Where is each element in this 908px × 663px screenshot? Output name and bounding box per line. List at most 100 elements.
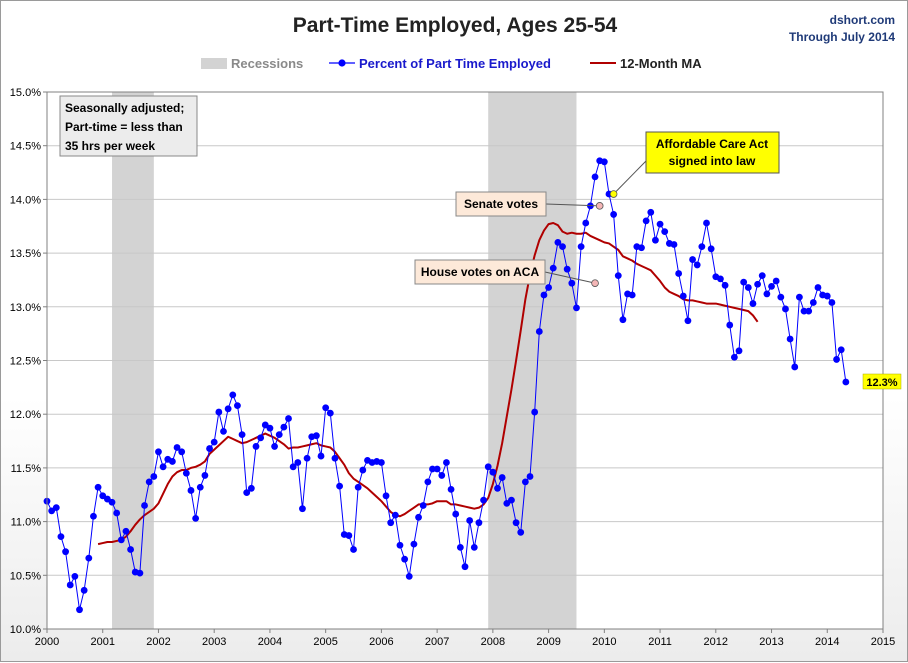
- part-time-point: [391, 511, 399, 519]
- part-time-point: [169, 458, 176, 465]
- part-time-point: [275, 431, 283, 439]
- part-time-point: [243, 489, 251, 497]
- part-time-point: [559, 243, 566, 251]
- latest-value-label: 12.3%: [866, 377, 897, 389]
- callout-house-votes: House votes on ACA: [414, 259, 546, 285]
- part-time-point: [749, 300, 757, 307]
- part-time-point: [150, 473, 158, 480]
- annotation-marker-3: [609, 190, 618, 198]
- part-time-point: [540, 291, 548, 299]
- x-tick-label: 2001: [90, 636, 114, 648]
- x-tick-label: 2005: [313, 636, 337, 648]
- part-time-point: [772, 277, 780, 285]
- part-time-point: [517, 528, 525, 536]
- x-tick-label: 2010: [592, 636, 616, 648]
- callout-house-votes-text: House votes on ACA: [421, 265, 540, 279]
- x-tick-label: 2012: [704, 636, 728, 648]
- part-time-point: [443, 459, 450, 466]
- part-time-point: [531, 408, 539, 416]
- part-time-point: [842, 378, 850, 386]
- note-line-1: Seasonally adjusted;: [65, 101, 184, 115]
- part-time-point: [591, 173, 599, 181]
- legend-swatch-recessions: [201, 58, 227, 69]
- part-time-point: [336, 482, 343, 490]
- callout-senate-votes: Senate votes: [455, 191, 547, 217]
- y-tick-label: 14.5%: [10, 141, 41, 153]
- y-tick-label: 10.5%: [10, 570, 41, 582]
- part-time-point: [378, 459, 385, 466]
- x-tick-label: 2011: [648, 636, 672, 648]
- part-time-point: [76, 606, 83, 614]
- part-time-point: [401, 555, 409, 563]
- part-time-point: [299, 505, 306, 513]
- part-time-point: [247, 484, 255, 492]
- part-time-point: [196, 483, 204, 491]
- y-tick-label: 10.0%: [10, 624, 41, 636]
- part-time-point: [266, 424, 274, 432]
- annotation-leader-1: [544, 271, 596, 284]
- x-tick-label: 2008: [481, 636, 505, 648]
- part-time-point: [387, 519, 395, 527]
- x-tick-label: 2013: [759, 636, 783, 648]
- part-time-point: [466, 517, 474, 524]
- part-time-point: [475, 519, 483, 527]
- part-time-point: [828, 299, 836, 306]
- part-time-point: [563, 265, 571, 273]
- part-time-point: [396, 541, 404, 549]
- part-time-point: [285, 415, 292, 422]
- y-tick-label: 11.0%: [11, 517, 42, 529]
- part-time-point: [354, 483, 362, 491]
- part-time-point: [717, 275, 724, 283]
- part-time-point: [312, 432, 320, 440]
- part-time-point: [744, 284, 752, 291]
- part-time-point: [234, 402, 241, 410]
- part-time-point: [600, 158, 608, 166]
- part-time-point: [684, 317, 692, 325]
- callout-house-votes-box: [414, 259, 546, 285]
- annotation-leader-2: [545, 203, 600, 207]
- x-tick-label: 2002: [146, 636, 170, 648]
- x-tick-label: 2014: [815, 636, 839, 648]
- part-time-point: [447, 485, 455, 493]
- part-time-point: [484, 463, 492, 471]
- legend-label-part-time: Percent of Part Time Employed: [359, 56, 551, 71]
- part-time-point: [108, 498, 116, 506]
- x-tick-label: 2004: [258, 636, 282, 648]
- part-time-point: [730, 353, 738, 361]
- note-box: Seasonally adjusted; Part-time = less th…: [59, 95, 198, 157]
- annotation-marker-2: [595, 202, 604, 210]
- part-time-point: [173, 444, 181, 451]
- part-time-point: [220, 427, 227, 435]
- part-time-point: [647, 208, 655, 216]
- part-time-point: [66, 581, 74, 589]
- part-time-point: [758, 272, 766, 280]
- part-time-point: [187, 487, 195, 494]
- part-time-point: [693, 261, 701, 269]
- x-axis-tick-labels: 2000 2001 2002 2003 2004 2005 2006 2007 2008 2009…: [35, 636, 895, 648]
- part-time-point: [122, 527, 130, 535]
- part-time-point: [554, 238, 562, 246]
- part-time-point: [814, 284, 822, 291]
- part-time-point: [833, 356, 840, 363]
- callout-latest-value: 12.3%: [862, 373, 902, 390]
- part-time-point: [113, 509, 121, 517]
- part-time-point: [52, 504, 60, 512]
- part-time-point: [229, 391, 237, 399]
- part-time-point: [94, 483, 102, 491]
- x-tick-label: 2015: [871, 636, 895, 648]
- part-time-point: [480, 496, 487, 504]
- part-time-point: [127, 546, 134, 553]
- y-tick-label: 11.5%: [11, 463, 42, 475]
- part-time-point: [415, 513, 422, 521]
- part-time-point: [707, 245, 715, 253]
- part-time-point: [326, 409, 334, 417]
- part-time-point: [215, 408, 223, 416]
- part-time-point: [740, 278, 748, 286]
- part-time-point: [317, 452, 325, 460]
- annotation-leaders: [544, 160, 647, 287]
- annotation-leader-3: [613, 160, 647, 195]
- callout-aca-signed-line-2: signed into law: [669, 154, 756, 168]
- part-time-point: [698, 243, 706, 251]
